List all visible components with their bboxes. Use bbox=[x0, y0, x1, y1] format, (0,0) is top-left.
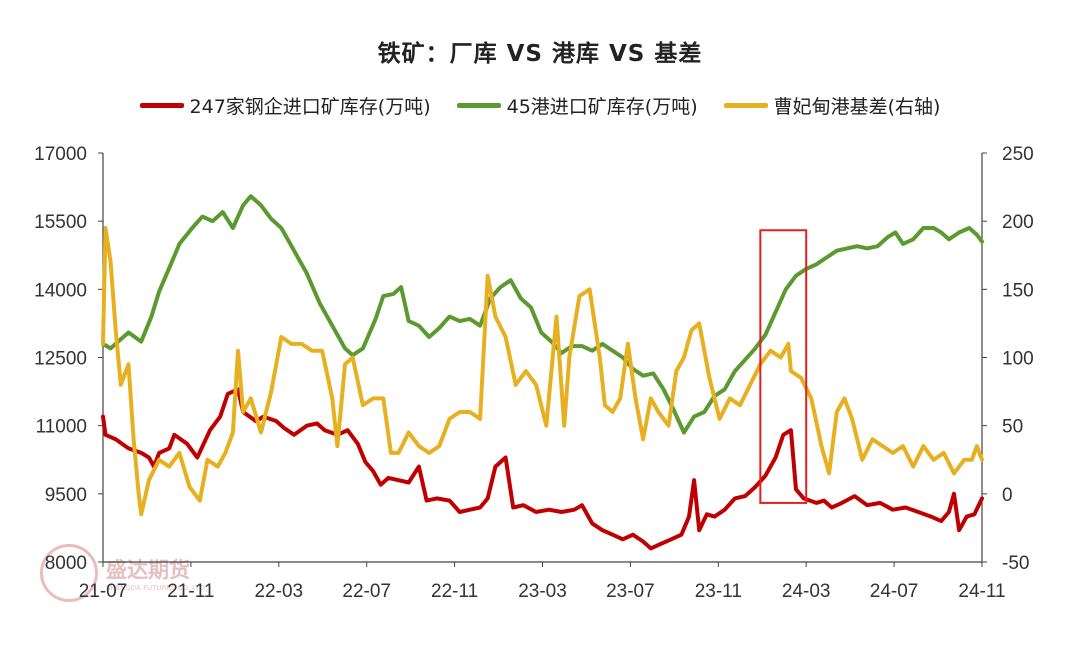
y-left-tick-label: 12500 bbox=[34, 349, 87, 370]
y-right-tick-label: 200 bbox=[1002, 212, 1034, 233]
legend-swatch-green bbox=[456, 103, 501, 108]
x-tick-label: 22-11 bbox=[431, 581, 478, 602]
x-tick-label: 23-07 bbox=[606, 581, 655, 602]
legend-item-port-inventory: 45港进口矿库存(万吨) bbox=[456, 92, 698, 119]
y-right-tick-label: 0 bbox=[1002, 485, 1013, 506]
y-left-tick-label: 17000 bbox=[34, 144, 87, 165]
chart-title: 铁矿：厂库 VS 港库 VS 基差 bbox=[377, 41, 703, 67]
legend: 247家钢企进口矿库存(万吨) 45港进口矿库存(万吨) 曹妃甸港基差(右轴) bbox=[0, 92, 1080, 119]
x-tick-label: 21-11 bbox=[167, 581, 214, 602]
basis-line bbox=[101, 226, 984, 517]
x-tick-label: 22-07 bbox=[342, 581, 391, 602]
y-right-tick-label: 50 bbox=[1002, 417, 1023, 438]
legend-label-basis: 曹妃甸港基差(右轴) bbox=[773, 96, 941, 118]
x-tick-label: 24-07 bbox=[870, 581, 919, 602]
x-tick-label: 24-03 bbox=[782, 581, 831, 602]
y-left-tick-label: 14000 bbox=[34, 280, 87, 301]
x-tick-label: 22-03 bbox=[254, 581, 303, 602]
x-tick-label: 24-11 bbox=[958, 581, 1005, 602]
legend-label-port: 45港进口矿库存(万吨) bbox=[506, 96, 698, 118]
y-right-tick-label: -50 bbox=[1002, 553, 1029, 574]
y-right-tick-label: 100 bbox=[1002, 349, 1034, 370]
legend-label-steel-mill: 247家钢企进口矿库存(万吨) bbox=[189, 96, 431, 118]
y-right-tick-label: 250 bbox=[1002, 144, 1034, 165]
x-tick-label: 23-11 bbox=[695, 581, 742, 602]
watermark-logo-icon bbox=[40, 544, 98, 602]
watermark-subtext: SHENGDA FUTURES CO.,LTD bbox=[106, 584, 205, 592]
highlight-box bbox=[759, 229, 808, 504]
series-layer bbox=[101, 194, 984, 551]
y-left-tick-label: 8000 bbox=[45, 553, 87, 574]
legend-swatch-red bbox=[139, 103, 184, 108]
y-right-tick-label: 150 bbox=[1002, 280, 1034, 301]
axes: 8000 9500 11000 12500 14000 15500 17000 -50 0 50 1… bbox=[34, 144, 1034, 602]
legend-swatch-yellow bbox=[723, 103, 768, 108]
highlight-layer bbox=[759, 229, 808, 504]
legend-item-basis: 曹妃甸港基差(右轴) bbox=[723, 92, 941, 119]
legend-item-steel-mill-inventory: 247家钢企进口矿库存(万吨) bbox=[139, 92, 431, 119]
y-left-tick-label: 11000 bbox=[36, 417, 87, 438]
y-left-tick-label: 9500 bbox=[45, 485, 87, 506]
x-tick-label: 21-07 bbox=[79, 581, 128, 602]
y-left-tick-label: 15500 bbox=[34, 212, 87, 233]
port-inventory-line bbox=[101, 194, 984, 435]
x-tick-label: 23-03 bbox=[518, 581, 567, 602]
